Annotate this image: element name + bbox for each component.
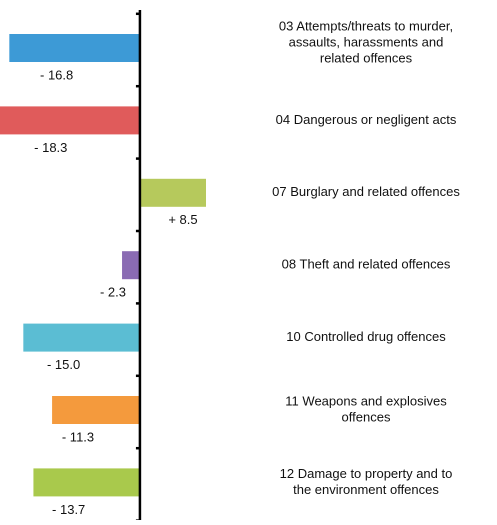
category-label: 08 Theft and related offences	[282, 257, 451, 272]
value-label: - 13.7	[52, 502, 85, 517]
category-label: 11 Weapons and explosives	[285, 393, 447, 408]
bar	[9, 34, 140, 62]
value-label: + 8.5	[168, 212, 197, 227]
value-label: - 16.8	[40, 67, 73, 82]
category-label: 04 Dangerous or negligent acts	[276, 112, 457, 127]
category-label: 03 Attempts/threats to murder,	[279, 18, 453, 33]
category-label: related offences	[320, 50, 413, 65]
bar	[23, 323, 140, 352]
value-label: - 15.0	[47, 357, 80, 372]
value-label: - 2.3	[100, 285, 126, 300]
value-label: - 18.3	[34, 140, 67, 155]
category-label: assaults, harassments and	[289, 34, 444, 49]
bar	[139, 178, 206, 207]
bar	[122, 251, 140, 280]
category-label: 10 Controlled drug offences	[286, 329, 446, 344]
bar	[0, 106, 140, 135]
category-label: the environment offences	[293, 482, 439, 497]
bar	[33, 468, 140, 497]
value-label: - 11.3	[62, 429, 94, 444]
category-label: offences	[342, 409, 391, 424]
category-label: 07 Burglary and related offences	[272, 184, 460, 199]
category-label: 12 Damage to property and to	[280, 466, 453, 481]
bar	[52, 396, 140, 424]
